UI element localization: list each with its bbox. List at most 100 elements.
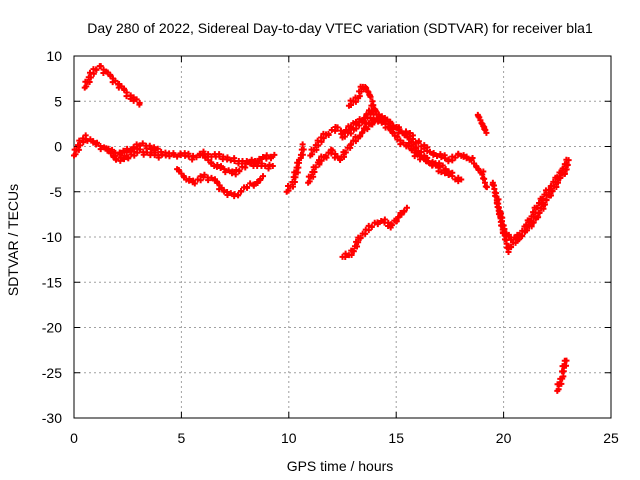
data-point [268, 155, 275, 162]
data-point [124, 145, 131, 152]
data-point [349, 247, 356, 254]
data-point [133, 96, 140, 103]
data-point [136, 146, 143, 153]
data-point [342, 149, 349, 156]
x-tick-label: 15 [388, 430, 404, 446]
data-point [371, 105, 378, 112]
x-tick-label: 0 [70, 430, 78, 446]
data-point [199, 152, 206, 159]
data-point [208, 174, 215, 181]
data-point [432, 162, 439, 169]
data-point [364, 88, 371, 95]
data-point [125, 155, 132, 162]
data-point [193, 154, 200, 161]
data-point [426, 148, 433, 155]
data-point [415, 139, 422, 146]
data-point [236, 168, 243, 175]
grid [74, 56, 611, 418]
data-point [269, 163, 276, 169]
x-tick-label: 5 [178, 430, 186, 446]
data-point [458, 176, 465, 183]
data-point [438, 154, 445, 161]
series-arc-13-16-low [342, 204, 410, 261]
data-point [494, 197, 501, 204]
data-point [107, 71, 114, 78]
series-arc-11-14-b [308, 107, 490, 191]
data-point [381, 216, 388, 223]
data-point [339, 134, 346, 141]
data-point [266, 161, 273, 168]
data-point [393, 218, 400, 225]
data-point [395, 214, 402, 221]
data-point [560, 368, 567, 375]
data-point [345, 102, 352, 109]
data-point [401, 130, 408, 137]
data-point [220, 187, 227, 194]
data-point [190, 152, 197, 159]
y-tick-label: -20 [42, 320, 62, 336]
data-point [359, 129, 366, 136]
data-point [93, 66, 100, 73]
data-point [247, 180, 254, 187]
series-arc-morning-lower [105, 145, 162, 164]
y-tick-label: -30 [42, 410, 62, 426]
data-point [375, 116, 382, 123]
data-point [445, 172, 452, 179]
data-point [558, 380, 565, 387]
data-point [505, 248, 512, 255]
data-point [82, 132, 89, 139]
data-point [271, 151, 278, 158]
data-point [445, 156, 452, 163]
series-arc-10h [285, 141, 307, 194]
data-point [191, 180, 198, 187]
data-point [252, 159, 259, 166]
data-point [296, 156, 303, 163]
data-point [243, 184, 250, 191]
data-point [495, 211, 502, 218]
data-point [214, 178, 221, 185]
data-point [262, 163, 269, 170]
data-point [121, 152, 128, 159]
data-point [489, 179, 496, 186]
data-point [224, 191, 231, 198]
data-point [412, 144, 419, 151]
data-point [563, 357, 570, 364]
data-point [374, 221, 381, 228]
data-point [474, 111, 481, 118]
data-point [256, 157, 263, 164]
data-point [263, 152, 270, 159]
series-arc-20-23-mid [493, 156, 572, 244]
data-point [505, 231, 512, 238]
data-point [248, 156, 255, 163]
data-point [307, 152, 314, 159]
data-point [442, 155, 449, 162]
data-point [480, 175, 487, 182]
data-point [154, 145, 161, 152]
y-tick-label: 5 [54, 93, 62, 109]
data-point [565, 157, 572, 164]
data-point [227, 190, 234, 197]
data-point [342, 250, 349, 257]
data-point [338, 130, 345, 137]
data-point [258, 160, 265, 167]
series-arc-midday-dip [175, 167, 267, 200]
data-point [379, 117, 386, 124]
y-tick-label: 10 [46, 48, 62, 64]
data-point [225, 167, 232, 174]
data-point [557, 170, 564, 177]
data-point [260, 173, 267, 180]
data-point [334, 124, 341, 131]
data-point [299, 151, 306, 158]
series-arc-morning-main [71, 132, 276, 172]
data-point [222, 169, 229, 176]
data-point [71, 152, 77, 159]
data-points [71, 63, 572, 394]
data-point [260, 154, 267, 161]
data-point [507, 236, 514, 243]
data-point [418, 148, 425, 155]
data-point [389, 128, 396, 135]
data-point [482, 183, 489, 190]
data-point [121, 85, 128, 92]
x-tick-label: 25 [603, 430, 619, 446]
data-point [257, 177, 264, 184]
